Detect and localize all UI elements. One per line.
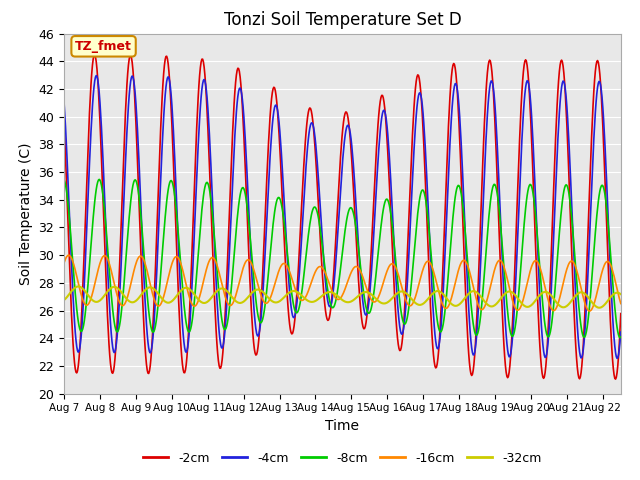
Title: Tonzi Soil Temperature Set D: Tonzi Soil Temperature Set D [223, 11, 461, 29]
Y-axis label: Soil Temperature (C): Soil Temperature (C) [19, 143, 33, 285]
Text: TZ_fmet: TZ_fmet [75, 40, 132, 53]
Legend: -2cm, -4cm, -8cm, -16cm, -32cm: -2cm, -4cm, -8cm, -16cm, -32cm [138, 447, 547, 469]
X-axis label: Time: Time [325, 419, 360, 433]
